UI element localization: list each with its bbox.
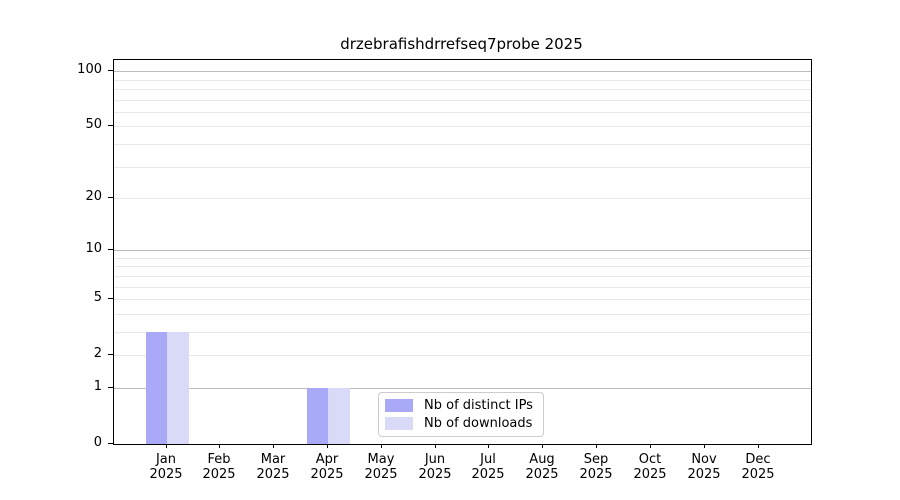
- bar-nb-of-distinct-ips-jan: [145, 332, 167, 444]
- legend-item-distinct-ips: Nb of distinct IPs: [385, 398, 535, 413]
- x-tick-mark-mar: [273, 444, 274, 448]
- plot-area: Nb of distinct IPs Nb of downloads: [113, 59, 812, 445]
- gridline-minor-90: [114, 80, 811, 81]
- chart-title: drzebrafishdrrefseq7probe 2025: [340, 35, 583, 53]
- y-tick-mark-0: [108, 443, 113, 444]
- gridline-minor-7: [114, 276, 811, 277]
- bar-nb-of-downloads-jan: [167, 332, 189, 444]
- y-tick-mark-20: [108, 197, 113, 198]
- gridline-minor-2: [114, 355, 811, 356]
- legend-label-distinct-ips: Nb of distinct IPs: [424, 398, 533, 413]
- y-tick-mark-5: [108, 298, 113, 299]
- y-tick-label-10: 10: [85, 241, 102, 256]
- gridline-minor-5: [114, 299, 811, 300]
- x-tick-label-jun: Jun 2025: [418, 452, 452, 482]
- y-tick-mark-1: [108, 387, 113, 388]
- y-tick-mark-10: [108, 249, 113, 250]
- x-tick-mark-jun: [435, 444, 436, 448]
- x-tick-mark-apr: [327, 444, 328, 448]
- y-tick-label-20: 20: [85, 189, 102, 204]
- y-tick-label-100: 100: [77, 62, 102, 77]
- x-tick-label-jul: Jul 2025: [471, 452, 505, 482]
- x-tick-mark-aug: [542, 444, 543, 448]
- gridline-minor-9: [114, 258, 811, 259]
- x-tick-mark-jan: [166, 444, 167, 448]
- legend-swatch-distinct-ips-icon: [385, 399, 413, 412]
- y-tick-label-50: 50: [85, 117, 102, 132]
- gridline-major-1: [114, 388, 811, 389]
- y-tick-label-1: 1: [93, 379, 102, 394]
- y-tick-label-0: 0: [93, 435, 102, 450]
- gridline-major-10: [114, 250, 811, 251]
- gridline-minor-6: [114, 287, 811, 288]
- legend-label-downloads: Nb of downloads: [424, 416, 533, 431]
- bar-nb-of-distinct-ips-apr: [306, 388, 329, 444]
- y-tick-mark-2: [108, 354, 113, 355]
- y-tick-mark-50: [108, 125, 113, 126]
- gridline-minor-40: [114, 144, 811, 145]
- legend-item-downloads: Nb of downloads: [385, 416, 535, 431]
- y-tick-mark-100: [108, 70, 113, 71]
- gridline-minor-4: [114, 314, 811, 315]
- gridline-major-100: [114, 71, 811, 72]
- x-tick-label-nov: Nov 2025: [687, 452, 721, 482]
- x-tick-mark-oct: [650, 444, 651, 448]
- gridline-minor-20: [114, 198, 811, 199]
- gridline-minor-80: [114, 89, 811, 90]
- y-tick-label-2: 2: [93, 346, 102, 361]
- x-tick-label-dec: Dec 2025: [741, 452, 775, 482]
- gridline-minor-50: [114, 126, 811, 127]
- legend: Nb of distinct IPs Nb of downloads: [378, 392, 544, 437]
- x-tick-mark-feb: [219, 444, 220, 448]
- x-tick-mark-jul: [488, 444, 489, 448]
- bar-nb-of-downloads-apr: [328, 388, 350, 444]
- x-tick-mark-sep: [596, 444, 597, 448]
- gridline-minor-8: [114, 266, 811, 267]
- x-tick-label-sep: Sep 2025: [579, 452, 613, 482]
- x-tick-label-mar: Mar 2025: [256, 452, 290, 482]
- gridline-minor-3: [114, 332, 811, 333]
- legend-swatch-downloads-icon: [385, 417, 413, 430]
- x-tick-label-jan: Jan 2025: [149, 452, 183, 482]
- x-tick-label-apr: Apr 2025: [310, 452, 344, 482]
- x-tick-label-feb: Feb 2025: [202, 452, 236, 482]
- gridline-minor-60: [114, 112, 811, 113]
- gridline-minor-70: [114, 100, 811, 101]
- x-tick-label-may: May 2025: [364, 452, 398, 482]
- x-tick-mark-dec: [758, 444, 759, 448]
- x-tick-label-oct: Oct 2025: [633, 452, 667, 482]
- x-tick-label-aug: Aug 2025: [525, 452, 559, 482]
- gridline-minor-30: [114, 167, 811, 168]
- x-tick-mark-nov: [704, 444, 705, 448]
- x-tick-mark-may: [381, 444, 382, 448]
- y-tick-label-5: 5: [93, 290, 102, 305]
